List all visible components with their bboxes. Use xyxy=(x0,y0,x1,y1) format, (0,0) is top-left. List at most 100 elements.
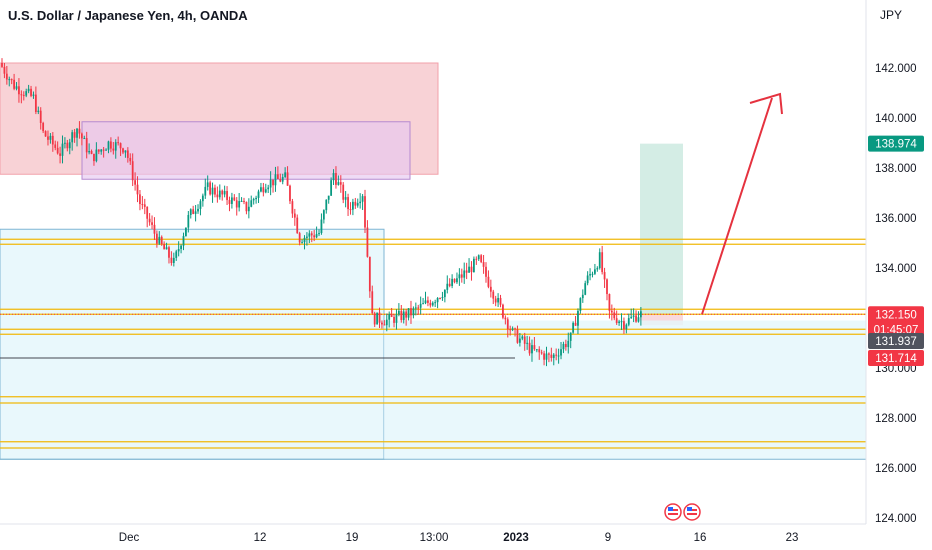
current-price-badge-text: 132.150 xyxy=(875,309,917,321)
candle-body xyxy=(112,148,115,151)
candle-body xyxy=(550,354,553,358)
inner-zone xyxy=(81,121,411,180)
candle-body xyxy=(80,133,83,139)
candle-body xyxy=(632,315,635,317)
candle-body xyxy=(487,276,490,287)
candle-body xyxy=(306,236,308,238)
candle-body xyxy=(339,182,342,185)
candle-body xyxy=(332,173,335,181)
candle-body xyxy=(192,209,195,214)
candle-body xyxy=(385,319,388,326)
candle-body xyxy=(64,142,66,144)
time-tick-label: 9 xyxy=(605,532,611,544)
candle-body xyxy=(429,302,432,306)
candle-body xyxy=(635,315,637,322)
candle-body xyxy=(153,224,156,234)
candle-body xyxy=(276,174,279,179)
long-stop xyxy=(640,314,683,326)
candle-body xyxy=(100,149,103,152)
candle-body xyxy=(310,233,313,236)
candle-body xyxy=(90,150,93,154)
candle-body xyxy=(395,314,398,323)
current-price-badge-bg xyxy=(868,306,924,339)
us-event-icon xyxy=(683,503,701,521)
candle-body xyxy=(260,187,262,192)
candle-body xyxy=(301,242,303,244)
candle-body xyxy=(27,88,30,92)
candle-body xyxy=(3,66,6,74)
candle-body xyxy=(226,190,228,201)
target-price-badge-bg xyxy=(868,135,924,152)
candle-body xyxy=(66,142,69,149)
candle-body xyxy=(129,157,132,162)
candle-body xyxy=(139,194,141,205)
us-event-icon xyxy=(664,503,682,521)
candle-body xyxy=(102,149,105,151)
projection-arrow xyxy=(701,97,773,315)
entry-price-badge-bg xyxy=(868,333,924,349)
candle-body xyxy=(51,135,54,145)
candle-body xyxy=(543,353,545,360)
us-event-icon-canton xyxy=(668,507,673,511)
candle-body xyxy=(105,149,107,151)
candle-body xyxy=(497,297,499,303)
candle-body xyxy=(448,283,451,286)
candle-body xyxy=(489,286,492,292)
candle-body xyxy=(424,300,427,304)
candle-body xyxy=(627,318,630,325)
candle-body xyxy=(107,141,110,150)
candle-body xyxy=(185,227,187,237)
projection-arrow-head xyxy=(749,92,783,115)
candle-body xyxy=(335,173,337,185)
candle-body xyxy=(214,187,216,195)
candle-body xyxy=(180,245,182,250)
candle-body xyxy=(124,150,127,153)
candle-body xyxy=(303,237,306,243)
candle-body xyxy=(458,274,461,279)
candle-body xyxy=(366,227,369,257)
time-tick-label: 2023 xyxy=(503,532,529,544)
candle-body xyxy=(252,199,255,201)
candle-body xyxy=(114,142,117,151)
candle-body xyxy=(1,63,3,67)
candle-body xyxy=(330,180,333,196)
candle-body xyxy=(34,94,37,113)
price-tick-label: 136.000 xyxy=(875,213,917,225)
candle-body xyxy=(506,319,509,330)
candle-body xyxy=(412,308,415,316)
candle-body xyxy=(134,180,136,185)
candle-body xyxy=(279,178,282,182)
candle-body xyxy=(608,294,611,311)
candle-body xyxy=(250,200,253,207)
candle-body xyxy=(182,236,185,246)
candle-body xyxy=(160,236,163,245)
candle-body xyxy=(206,182,209,187)
candle-body xyxy=(255,197,257,200)
candle-body xyxy=(10,79,13,81)
candle-body xyxy=(322,210,325,220)
candle-body xyxy=(245,201,248,212)
candle-body xyxy=(233,197,236,201)
levels-layer xyxy=(0,238,866,449)
candle-body xyxy=(68,142,71,149)
candle-body xyxy=(197,208,199,212)
candle-body xyxy=(427,300,429,303)
candle-body xyxy=(494,298,497,303)
candle-body xyxy=(581,294,584,299)
candle-body xyxy=(148,218,151,223)
price-tick-label: 138.000 xyxy=(875,163,917,175)
candle-body xyxy=(598,252,601,269)
time-axis[interactable]: Dec 12 19 13:00 2023 9 16 23 xyxy=(119,532,799,544)
candle-body xyxy=(499,297,502,305)
demand-zone xyxy=(0,228,385,460)
candle-body xyxy=(231,197,233,204)
candle-body xyxy=(514,328,516,330)
candle-body xyxy=(228,200,231,204)
candle-body xyxy=(596,268,599,270)
long-target xyxy=(640,143,683,315)
price-axis[interactable]: 142.000140.000138.000136.000134.000132.0… xyxy=(875,63,917,525)
candle-body xyxy=(274,174,277,186)
time-tick-label: Dec xyxy=(119,532,140,544)
candle-body xyxy=(584,283,587,295)
